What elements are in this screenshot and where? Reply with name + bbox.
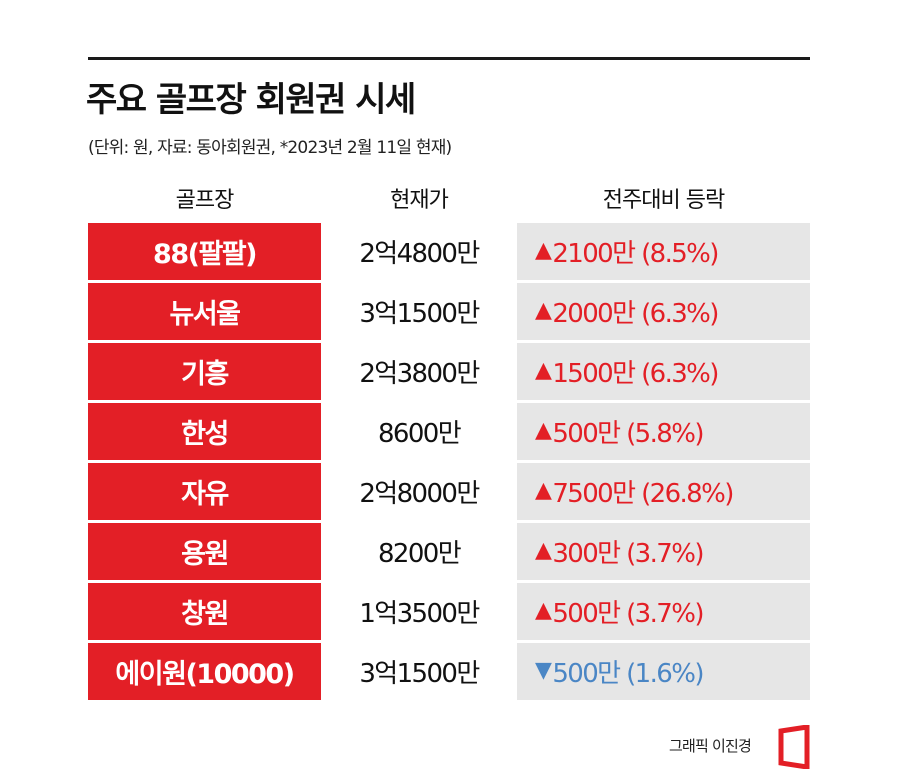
change-value: 2000만 (6.3%) <box>552 299 719 329</box>
golf-course-name: 기흥 <box>88 343 321 400</box>
column-header-price: 현재가 <box>390 188 449 213</box>
page-title: 주요 골프장 회원권 시세 <box>86 80 416 120</box>
table-header: 골프장 현재가 전주대비 등락 <box>88 178 810 218</box>
golf-course-name: 뉴서울 <box>88 283 321 340</box>
change-value: 300만 (3.7%) <box>552 539 704 569</box>
change-value: 1500만 (6.3%) <box>552 359 719 389</box>
current-price: 2억4800만 <box>321 223 517 280</box>
weekly-change: ▲ 7500만 (26.8%) <box>517 463 810 520</box>
weekly-change: ▲ 2100만 (8.5%) <box>517 223 810 280</box>
table-row: 에이원(10000) 3억1500만 ▼ 500만 (1.6%) <box>88 643 810 700</box>
table-row: 뉴서울 3억1500만 ▲ 2000만 (6.3%) <box>88 283 810 340</box>
current-price: 3억1500만 <box>321 283 517 340</box>
price-table: 88(팔팔) 2억4800만 ▲ 2100만 (8.5%) 뉴서울 3억1500… <box>88 223 810 703</box>
table-row: 자유 2억8000만 ▲ 7500만 (26.8%) <box>88 463 810 520</box>
golf-course-name: 에이원(10000) <box>88 643 321 700</box>
golf-course-name: 용원 <box>88 523 321 580</box>
page-subtitle: (단위: 원, 자료: 동아회원권, *2023년 2월 11일 현재) <box>88 138 452 158</box>
current-price: 2억3800만 <box>321 343 517 400</box>
up-arrow-icon: ▲ <box>535 358 552 383</box>
weekly-change: ▲ 500만 (5.8%) <box>517 403 810 460</box>
down-arrow-icon: ▼ <box>535 658 552 683</box>
change-value: 500만 (3.7%) <box>552 599 704 629</box>
golf-course-name: 자유 <box>88 463 321 520</box>
graphic-credit: 그래픽 이진경 <box>669 737 752 755</box>
up-arrow-icon: ▲ <box>535 598 552 623</box>
change-value: 500만 (5.8%) <box>552 419 704 449</box>
weekly-change: ▲ 1500만 (6.3%) <box>517 343 810 400</box>
current-price: 1억3500만 <box>321 583 517 640</box>
golf-course-name: 88(팔팔) <box>88 223 321 280</box>
up-arrow-icon: ▲ <box>535 238 552 263</box>
weekly-change: ▲ 2000만 (6.3%) <box>517 283 810 340</box>
up-arrow-icon: ▲ <box>535 298 552 323</box>
table-row: 용원 8200만 ▲ 300만 (3.7%) <box>88 523 810 580</box>
current-price: 8200만 <box>321 523 517 580</box>
up-arrow-icon: ▲ <box>535 478 552 503</box>
table-row: 88(팔팔) 2억4800만 ▲ 2100만 (8.5%) <box>88 223 810 280</box>
weekly-change: ▲ 500만 (3.7%) <box>517 583 810 640</box>
top-rule <box>88 57 810 60</box>
change-value: 7500만 (26.8%) <box>552 479 734 509</box>
golf-course-name: 한성 <box>88 403 321 460</box>
weekly-change: ▲ 300만 (3.7%) <box>517 523 810 580</box>
column-header-name: 골프장 <box>175 188 235 213</box>
golf-course-name: 창원 <box>88 583 321 640</box>
column-header-change: 전주대비 등락 <box>602 188 725 213</box>
current-price: 2억8000만 <box>321 463 517 520</box>
up-arrow-icon: ▲ <box>535 538 552 563</box>
up-arrow-icon: ▲ <box>535 418 552 443</box>
table-row: 창원 1억3500만 ▲ 500만 (3.7%) <box>88 583 810 640</box>
change-value: 2100만 (8.5%) <box>552 239 719 269</box>
weekly-change: ▼ 500만 (1.6%) <box>517 643 810 700</box>
donga-logo-icon <box>778 725 810 769</box>
table-row: 기흥 2억3800만 ▲ 1500만 (6.3%) <box>88 343 810 400</box>
change-value: 500만 (1.6%) <box>552 659 704 689</box>
table-row: 한성 8600만 ▲ 500만 (5.8%) <box>88 403 810 460</box>
current-price: 3억1500만 <box>321 643 517 700</box>
current-price: 8600만 <box>321 403 517 460</box>
